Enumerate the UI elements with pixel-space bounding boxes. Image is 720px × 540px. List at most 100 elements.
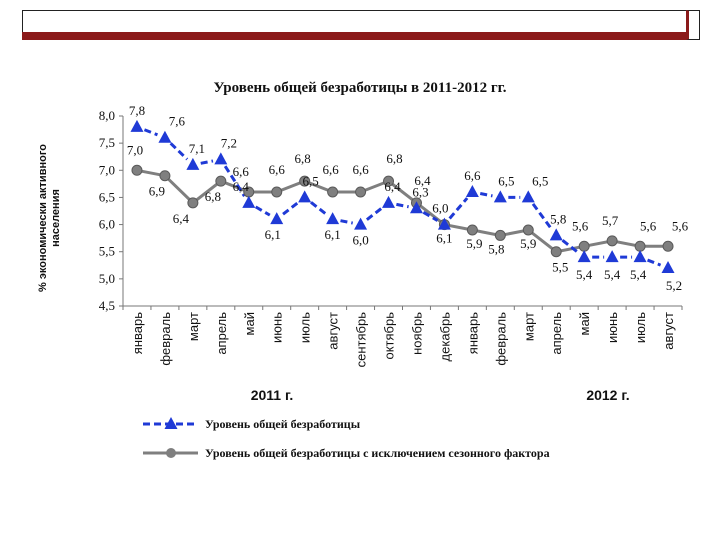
seasonal-data-label: 6,6	[323, 162, 340, 177]
y-tick-label: 7,5	[99, 135, 115, 150]
total-point	[437, 217, 451, 230]
year-label-2012: 2012 г.	[586, 387, 629, 403]
y-tick-label: 6,5	[99, 189, 115, 204]
seasonal-point	[131, 164, 143, 176]
series-total-segment	[254, 205, 271, 217]
x-category-label: октябрь	[382, 312, 397, 360]
slide-header-bar	[22, 10, 700, 40]
seasonal-data-label: 5,6	[572, 218, 589, 233]
seasonal-data-label: 6,6	[352, 162, 369, 177]
x-category-label: май	[577, 312, 592, 335]
total-data-label: 5,4	[576, 267, 593, 282]
total-point	[521, 190, 535, 203]
seasonal-point	[327, 186, 339, 198]
seasonal-point	[662, 240, 674, 252]
seasonal-point	[215, 175, 227, 187]
total-data-label: 6,5	[532, 173, 548, 188]
total-data-label: 6,0	[352, 233, 368, 248]
x-category-label: август	[326, 312, 341, 350]
y-tick-label: 6,0	[99, 217, 115, 232]
series-total-segment	[310, 201, 328, 216]
x-category-label: январь	[465, 312, 480, 354]
y-tick-label: 7,0	[99, 162, 115, 177]
seasonal-data-label: 6,9	[149, 184, 165, 199]
series-total-segment	[422, 211, 439, 222]
y-axis-title-line2: населения	[50, 189, 62, 247]
series-total-segment	[143, 128, 159, 137]
total-point	[493, 190, 507, 203]
seasonal-data-label: 5,6	[672, 218, 689, 233]
total-point	[186, 157, 200, 170]
legend-total-marker	[164, 417, 178, 429]
total-point	[549, 228, 563, 241]
x-category-label: июль	[633, 312, 648, 343]
seasonal-data-label: 5,7	[602, 213, 619, 228]
total-point	[354, 217, 368, 230]
seasonal-point	[466, 224, 478, 236]
seasonal-data-label: 6,8	[295, 151, 311, 166]
total-data-label: 5,2	[666, 278, 682, 293]
seasonal-data-label: 6,1	[436, 231, 452, 246]
seasonal-data-label: 5,6	[640, 218, 657, 233]
series-total-segment	[531, 202, 553, 230]
header-corner-square	[686, 10, 700, 40]
seasonal-data-label: 7,0	[127, 142, 143, 157]
seasonal-data-label: 5,8	[488, 241, 504, 256]
legend-seasonal-marker	[166, 448, 176, 458]
x-category-label: март	[186, 312, 201, 341]
y-axis-title-line1: % экономически активного	[37, 144, 49, 292]
legend-total-label: Уровень общей безработицы	[205, 417, 361, 431]
total-data-label: 6,6	[464, 168, 481, 183]
total-data-label: 7,2	[221, 135, 237, 150]
x-category-label: июль	[298, 312, 313, 343]
x-category-label: сентябрь	[354, 312, 369, 368]
x-category-label: февраль	[493, 312, 508, 366]
total-point	[382, 195, 396, 208]
header-stripe	[22, 32, 688, 40]
x-category-label: апрель	[214, 312, 229, 355]
total-data-label: 5,4	[630, 267, 647, 282]
seasonal-point	[355, 186, 367, 198]
seasonal-point	[271, 186, 283, 198]
total-data-label: 7,6	[169, 114, 186, 129]
total-data-label: 6,1	[265, 227, 281, 242]
total-point	[326, 212, 340, 225]
total-data-label: 6,4	[233, 179, 250, 194]
seasonal-data-label: 6,6	[269, 162, 286, 177]
x-category-label: июнь	[270, 312, 285, 343]
total-data-label: 6,1	[325, 227, 341, 242]
total-data-label: 5,8	[550, 211, 566, 226]
year-label-2011: 2011 г.	[251, 387, 294, 403]
total-point	[409, 201, 423, 214]
seasonal-point	[606, 235, 618, 247]
seasonal-point	[634, 240, 646, 252]
total-point	[130, 119, 144, 132]
total-point	[158, 130, 172, 143]
series-total-segment	[646, 258, 662, 267]
seasonal-point	[187, 197, 199, 209]
y-tick-label: 5,0	[99, 271, 115, 286]
series-total-segment	[340, 219, 354, 225]
legend-seasonal-label: Уровень общей безработицы с исключением …	[205, 446, 550, 460]
series-total-segment	[169, 142, 189, 161]
total-data-label: 7,1	[189, 141, 205, 156]
seasonal-data-label: 6,4	[414, 173, 431, 188]
series-total-segment	[479, 192, 493, 198]
series-total-segment	[396, 202, 409, 209]
y-tick-label: 5,5	[99, 244, 115, 259]
series-total-segment	[448, 197, 469, 220]
x-category-label: февраль	[158, 312, 173, 366]
y-tick-label: 4,5	[99, 298, 115, 313]
seasonal-point	[299, 175, 311, 187]
seasonal-data-label: 6,4	[173, 211, 190, 226]
x-category-label: апрель	[549, 312, 564, 355]
total-point	[298, 190, 312, 203]
total-point	[270, 212, 284, 225]
total-point	[465, 185, 479, 197]
total-point	[633, 250, 647, 263]
series-total-segment	[223, 165, 246, 197]
total-data-label: 6,0	[432, 201, 448, 216]
seasonal-point	[578, 240, 590, 252]
seasonal-point	[383, 175, 395, 187]
